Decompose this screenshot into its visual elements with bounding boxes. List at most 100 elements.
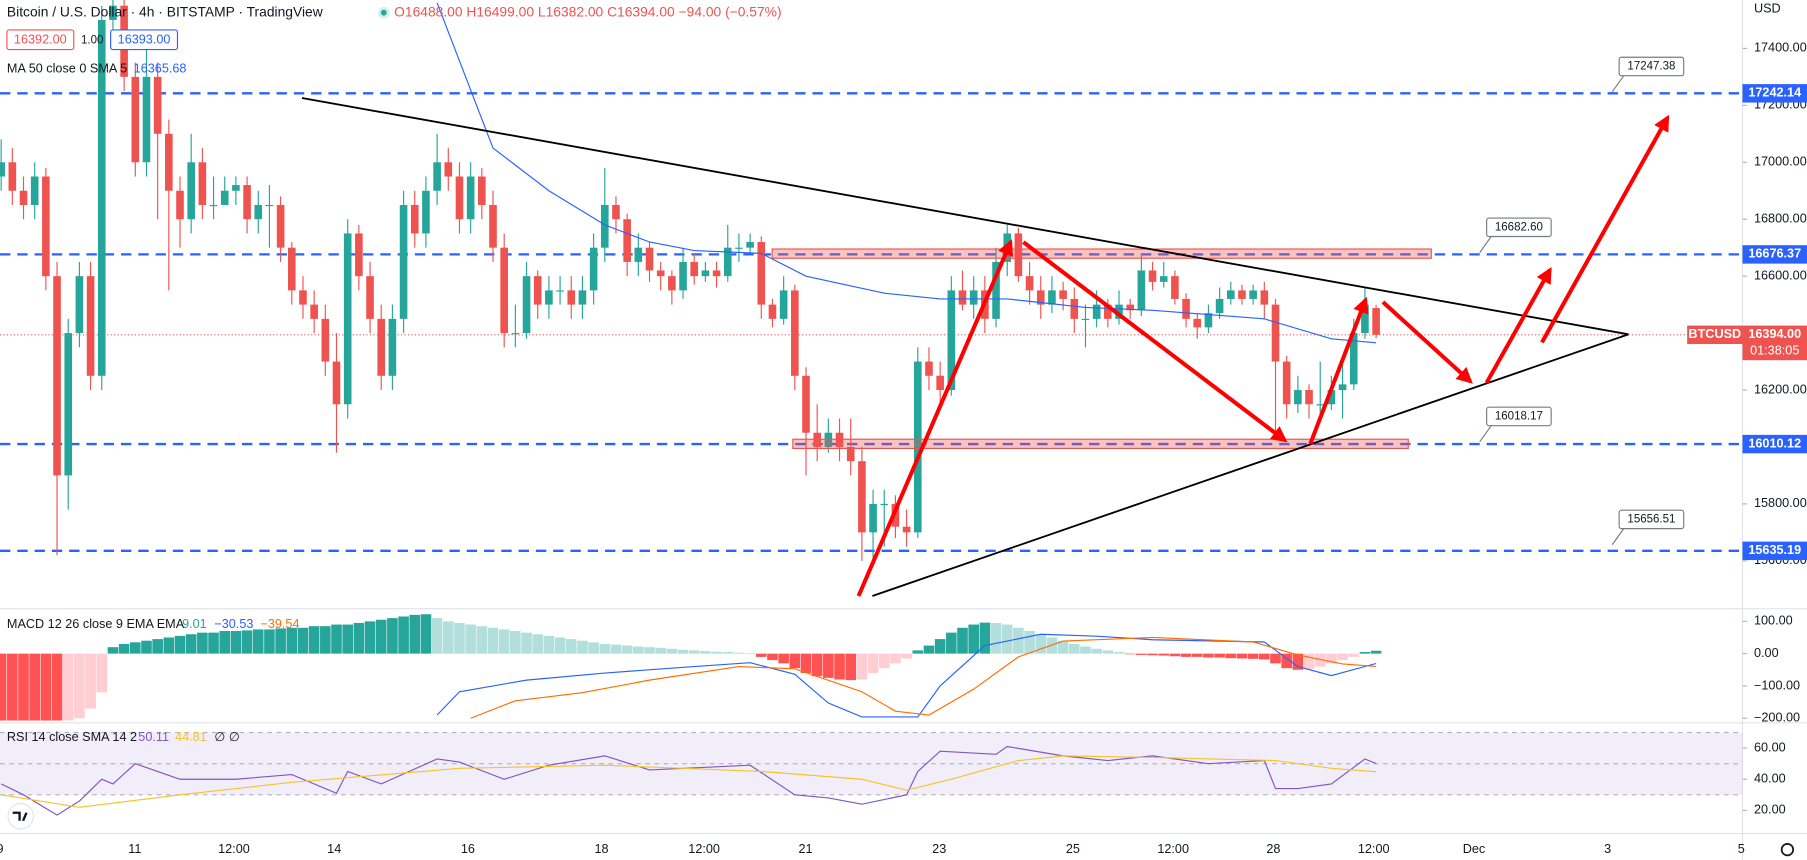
trend-line (872, 333, 1629, 597)
level-label: 16010.12 (1748, 436, 1801, 450)
bid-box[interactable] (6, 29, 75, 51)
candle-body (824, 432, 833, 447)
macd-histogram-bar (946, 632, 957, 654)
ask-box[interactable] (110, 29, 179, 51)
arrow (1022, 240, 1288, 443)
macd-histogram-bar (342, 624, 353, 654)
macd-histogram-bar (644, 647, 655, 654)
candle-body (1137, 270, 1146, 311)
candle-body (1104, 304, 1112, 319)
macd-histogram-bar (1001, 624, 1013, 654)
candle-body (947, 290, 956, 391)
macd-signal-value: −39.54 (260, 617, 299, 631)
macd-histogram-bar (1370, 650, 1382, 654)
candle-body (343, 233, 352, 405)
macd-histogram-bar (811, 653, 823, 677)
price-label: 16394.00 (1748, 327, 1801, 341)
x-tick-label: 21 (799, 842, 813, 856)
candle-body (992, 261, 1000, 319)
macd-histogram-bar (934, 639, 946, 654)
candle-body (902, 526, 911, 533)
macd-histogram-bar (364, 621, 376, 654)
rsi-tick-label: 40.00 (1754, 772, 1786, 786)
macd-histogram-bar (834, 653, 845, 680)
candle-body (232, 185, 240, 191)
macd-histogram-bar (1203, 653, 1214, 658)
candle-body (287, 247, 296, 291)
macd-histogram-bar (442, 621, 454, 654)
callout-box (1618, 56, 1685, 77)
candle-body (779, 290, 788, 319)
macd-histogram-bar (565, 639, 577, 654)
candle-body (1014, 233, 1023, 277)
callout-pointer (1611, 75, 1625, 93)
candle-body (735, 247, 743, 249)
macd-histogram-bar (1013, 627, 1024, 654)
candle-body (466, 176, 475, 220)
x-tick-label: 28 (1266, 842, 1280, 856)
candle-body (176, 190, 184, 220)
macd-histogram-bar (197, 632, 208, 654)
x-tick-label: 23 (932, 842, 946, 856)
x-tick-label: Dec (1463, 842, 1486, 856)
candle-body (478, 176, 486, 205)
candle-body (612, 204, 620, 220)
candle-body (545, 290, 553, 305)
candle-body (634, 247, 643, 262)
candle-body (399, 204, 408, 319)
bid[interactable]: 16392.00 (14, 33, 67, 47)
candle-body (1316, 404, 1325, 406)
macd-histogram-bar (62, 653, 74, 721)
callout-label: 17247.38 (1627, 61, 1675, 73)
candle-body (556, 290, 564, 292)
callout-pointer (1479, 425, 1492, 443)
candle-body (97, 19, 106, 376)
macd-histogram-bar (521, 632, 532, 654)
level-label-box (1742, 245, 1807, 264)
macd-histogram-bar (979, 622, 991, 654)
macd-histogram-bar (51, 653, 63, 721)
candle-body (1204, 313, 1213, 328)
y-tick-label: 17000.00 (1754, 155, 1807, 169)
candle-body (701, 270, 710, 277)
symbol-box (1687, 325, 1743, 345)
drawings (301, 97, 1670, 597)
macd-histogram-bar (85, 653, 96, 709)
macd-signal-line (470, 636, 1377, 719)
level-label: 16676.37 (1748, 247, 1801, 261)
candle-body (75, 276, 84, 334)
x-tick-label: 11 (128, 842, 141, 856)
candle-body (958, 290, 967, 305)
candle-body (1048, 290, 1056, 305)
settings[interactable] (1780, 842, 1795, 857)
candle-body (1193, 318, 1202, 328)
x-tick-label: 9 (0, 842, 4, 856)
macd-histogram-bar (230, 631, 242, 654)
resistance-zone (771, 248, 1432, 259)
candle-body (220, 190, 229, 205)
ask[interactable]: 16393.00 (118, 33, 171, 47)
macd-histogram-bar (655, 647, 666, 654)
ma-legend: MA 50 close 0 SMA 5 (7, 62, 127, 76)
macd-histogram-bar (163, 637, 175, 654)
macd-histogram-bar (700, 651, 711, 654)
macd-line (436, 633, 1377, 718)
macd-histogram-bar (1091, 648, 1102, 654)
candle-body (410, 204, 419, 234)
currency[interactable]: USD (1754, 2, 1781, 16)
candle-body (746, 241, 754, 248)
macd-histogram-bar (1191, 653, 1203, 657)
x-tick-label: 12:00 (1157, 842, 1189, 856)
candle-body (422, 190, 430, 234)
candle-body (858, 461, 866, 533)
macd-histogram-bar (1035, 634, 1047, 654)
candle-body (913, 361, 922, 533)
callout-pointer (1479, 236, 1492, 253)
candle-body (723, 247, 732, 277)
callout-pointer (1611, 528, 1625, 546)
macd-histogram-bar (1214, 653, 1225, 658)
macd-histogram-bar (1337, 653, 1348, 661)
ohlc: O16488.00 H16499.00 L16382.00 C16394.00 … (394, 3, 781, 19)
macd-tick-label: −200.00 (1754, 711, 1800, 725)
